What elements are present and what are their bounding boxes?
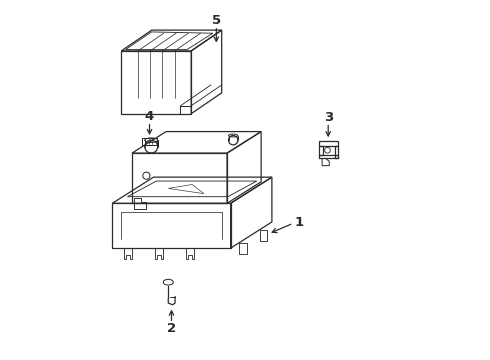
Text: 2: 2 [167,322,176,335]
Text: 3: 3 [323,112,333,125]
Text: 4: 4 [145,111,154,123]
Text: 5: 5 [212,14,221,27]
Text: 1: 1 [294,216,303,229]
